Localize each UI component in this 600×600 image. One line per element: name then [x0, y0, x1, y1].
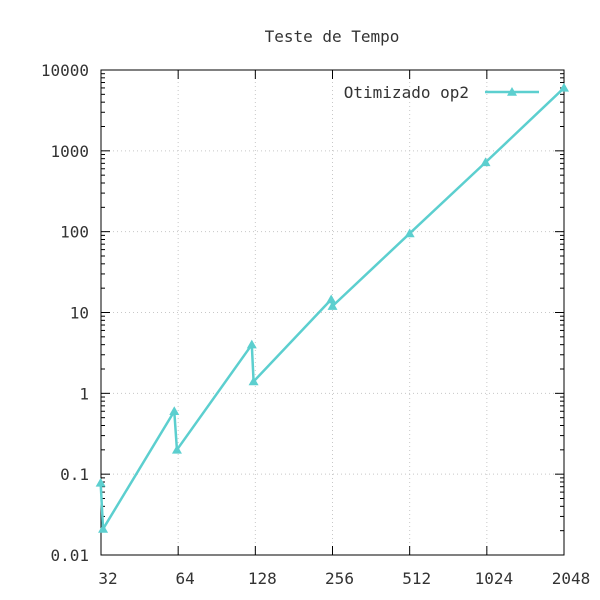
x-tick-label: 64 — [176, 569, 195, 588]
data-point-marker — [98, 523, 109, 533]
legend: Otimizado op2 — [344, 83, 539, 102]
y-tick-label: 10 — [70, 304, 89, 323]
data-point-marker — [169, 406, 180, 416]
legend-marker — [507, 87, 517, 96]
data-point-marker — [327, 301, 338, 310]
x-tick-label: 1024 — [475, 569, 514, 588]
y-tick-label: 100 — [60, 223, 89, 242]
series-layer — [95, 82, 569, 533]
tick-labels: 0.01 0.1 1 10 100 1000 10000 32 64 128 256 512 1024 2… — [41, 61, 590, 588]
x-tick-label: 2048 — [552, 569, 591, 588]
data-point-marker — [171, 444, 182, 454]
data-point-marker — [480, 157, 491, 167]
data-point-marker — [326, 294, 337, 304]
y-tick-label: 1000 — [50, 142, 89, 161]
legend-label: Otimizado op2 — [344, 83, 469, 102]
data-point-marker — [95, 477, 106, 487]
y-tick-label: 10000 — [41, 61, 89, 80]
data-point-marker — [559, 82, 569, 92]
data-point-marker — [246, 339, 257, 349]
grid-lines — [101, 70, 564, 555]
x-tick-label: 256 — [325, 569, 354, 588]
y-tick-label: 1 — [79, 384, 89, 403]
data-point-marker — [248, 376, 259, 386]
x-tick-label: 32 — [98, 569, 117, 588]
y-tick-label: 0.01 — [50, 546, 89, 565]
x-tick-label: 512 — [402, 569, 431, 588]
data-point-marker — [404, 228, 415, 238]
x-tick-label: 128 — [248, 569, 277, 588]
y-tick-label: 0.1 — [60, 465, 89, 484]
chart-title: Teste de Tempo — [265, 27, 400, 46]
